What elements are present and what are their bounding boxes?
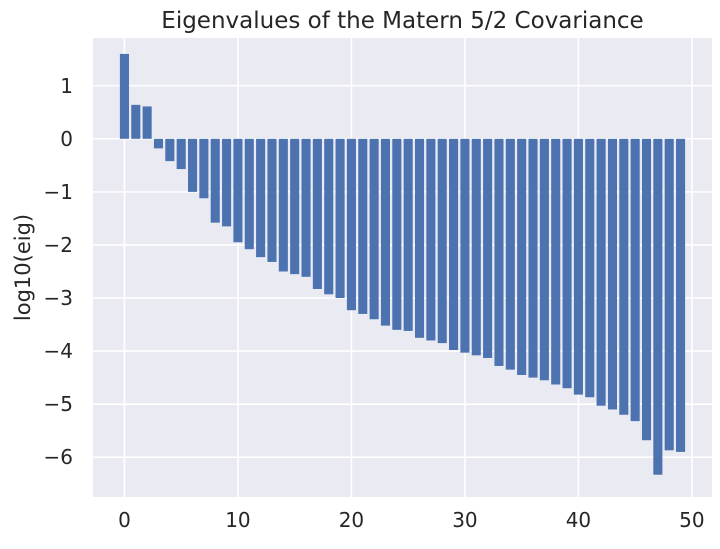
bar [403,138,413,331]
bar [494,138,504,366]
bar [142,106,152,139]
bar [664,138,674,451]
plot-area [93,38,712,497]
bar [312,138,322,289]
bar [222,138,232,227]
bars [119,53,686,475]
bar [119,53,129,139]
bar [187,138,198,192]
bar [505,138,515,370]
bar [528,138,538,378]
y-tick-label: −4 [44,339,73,363]
bar [517,138,527,375]
bar [630,138,640,422]
bar [278,138,288,272]
bar [449,138,459,351]
x-tick-labels: 0 10 20 30 40 50 [118,508,705,532]
bar [573,138,583,395]
y-tick-label: −6 [44,445,73,469]
x-tick-label: 20 [339,508,364,532]
bar [607,138,618,410]
y-tick-label: 1 [60,74,73,98]
bar [380,138,391,326]
y-tick-labels: 1 0 −1 −2 −3 −4 −5 −6 [44,74,73,469]
bar [153,138,164,149]
x-tick-label: 50 [679,508,704,532]
bar [392,138,402,330]
bar [324,138,334,295]
bar [676,138,686,452]
bar [619,138,629,415]
bar [244,138,254,250]
bar [131,104,141,139]
bar [562,138,572,389]
bar [641,138,652,441]
bar [176,138,186,170]
bar [471,138,481,356]
bar [426,138,436,341]
bar [301,138,311,277]
y-tick-label: 0 [60,127,73,151]
bar [335,138,345,299]
bar [483,138,493,358]
bar [596,138,606,406]
y-axis-label: log10(eig) [11,214,35,321]
bar [414,138,425,338]
chart-title: Eigenvalues of the Matern 5/2 Covariance [161,8,643,34]
x-tick-label: 0 [118,508,131,532]
bar [358,138,368,314]
y-tick-label: −3 [44,286,73,310]
bar [551,138,561,385]
bar [460,138,470,353]
bar [539,138,549,381]
bar [369,138,379,320]
bar [210,138,220,223]
x-tick-label: 30 [452,508,477,532]
bar [199,138,209,199]
bar [290,138,300,275]
bar [267,138,277,262]
bar [437,138,447,344]
y-tick-label: −2 [44,233,73,257]
bar [165,138,175,162]
bar [233,138,243,243]
bar [585,138,595,398]
bar [256,138,266,258]
y-tick-label: −1 [44,180,73,204]
x-tick-label: 10 [225,508,250,532]
y-tick-label: −5 [44,392,73,416]
bar [653,138,663,475]
x-tick-label: 40 [566,508,591,532]
bar [346,138,356,311]
